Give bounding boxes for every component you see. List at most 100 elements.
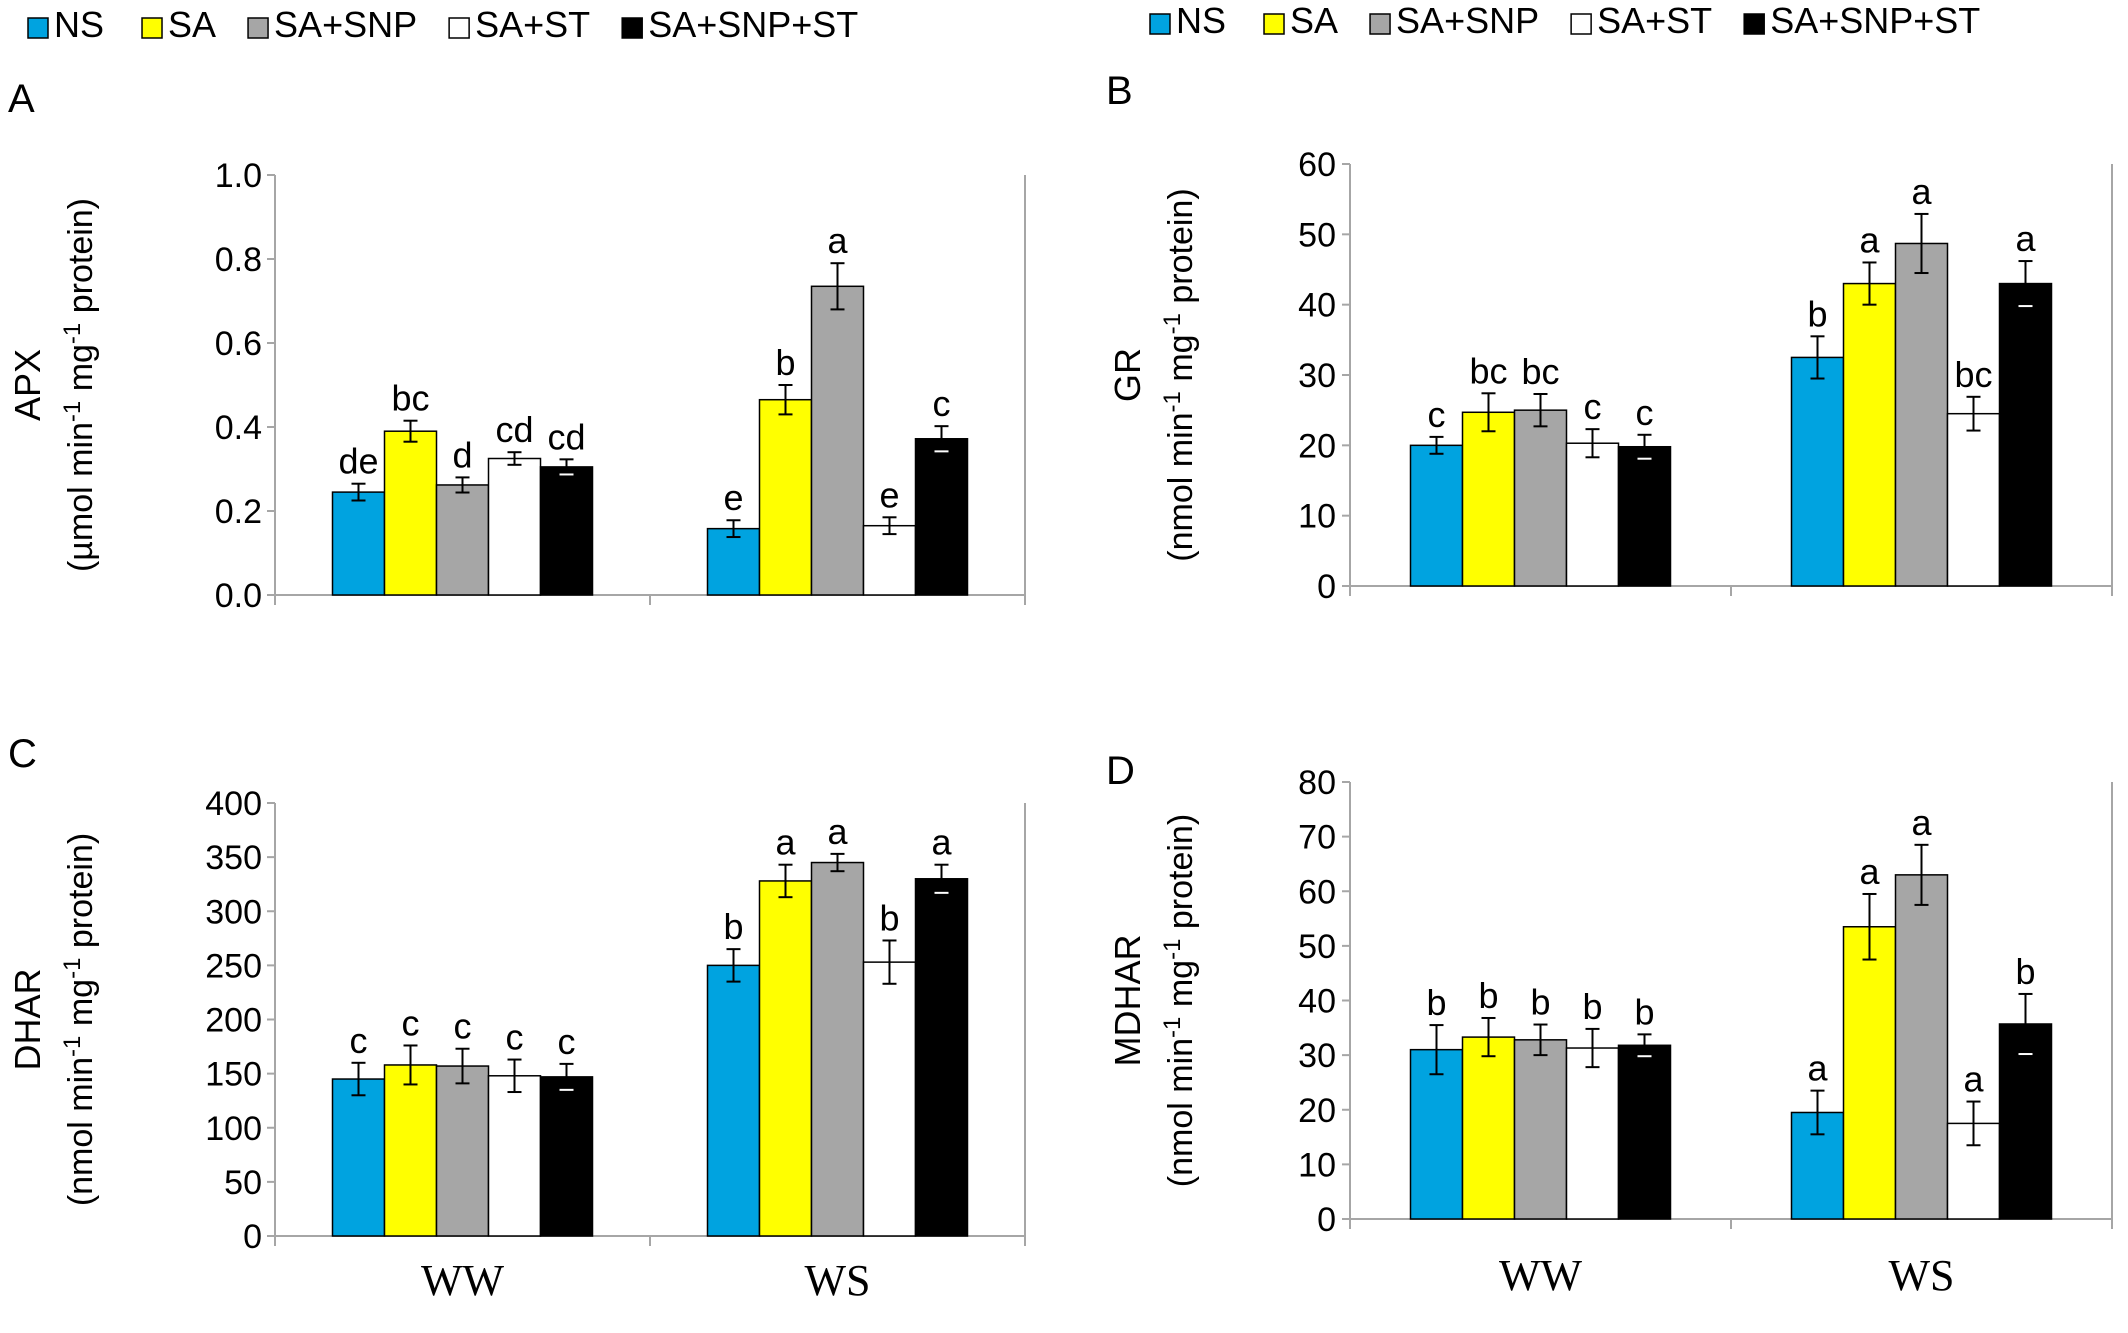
bar-sa-ww <box>1461 411 1516 587</box>
bar-sa-snp-st-ww <box>539 1076 594 1237</box>
error-bar-ns-ww <box>351 1061 366 1097</box>
error-bar-sa-ww <box>403 419 418 443</box>
significance-letter: a <box>1963 1059 1984 1100</box>
y-tick-label: 400 <box>205 785 262 823</box>
bar-sa-snp-ww <box>1513 409 1568 587</box>
error-bar-sa-snp-ww <box>455 1047 470 1085</box>
panel-letter: A <box>8 77 35 121</box>
significance-letter: bc <box>1469 350 1507 391</box>
significance-letter: d <box>452 434 472 475</box>
y-tick-label: 60 <box>1298 873 1336 911</box>
y-tick-label: 70 <box>1298 819 1336 857</box>
y-tick-label: 100 <box>205 1110 262 1148</box>
significance-letter: a <box>1807 1048 1828 1089</box>
error-bar-sa-snp-ws <box>1914 843 1929 906</box>
y-tick-label: 20 <box>1298 427 1336 465</box>
y-tick-label: 1.0 <box>215 157 262 195</box>
error-bar-sa-snp-st-ww <box>559 458 574 476</box>
error-bar-sa-snp-st-ws <box>2018 992 2033 1056</box>
error-bar-sa-st-ww <box>1585 428 1600 459</box>
significance-letter: b <box>2015 951 2035 992</box>
error-bar-sa-ws <box>1862 261 1877 306</box>
y-axis-title: MDHAR <box>1107 935 1148 1067</box>
y-tick-label: 10 <box>1298 498 1336 536</box>
error-bar-sa-snp-st-ws <box>934 863 949 894</box>
significance-letter: bc <box>1954 354 1992 395</box>
legend-label-sa-st: SA+ST <box>475 4 590 45</box>
panel-letter: C <box>8 732 37 776</box>
legend-label-sa-snp-st: SA+SNP+ST <box>1770 0 1980 41</box>
bar-sa-snp-ws <box>1894 874 1949 1220</box>
legend-swatch-sa-snp <box>247 17 269 39</box>
legend-label-sa-st: SA+ST <box>1597 0 1712 41</box>
y-tick-label: 50 <box>1298 216 1336 254</box>
bar-sa-snp-ww <box>1513 1039 1568 1220</box>
bar-sa-snp-st-ww <box>1617 1044 1672 1220</box>
bar-sa-ww <box>1461 1036 1516 1220</box>
legend-swatch-sa-snp-st <box>621 17 643 39</box>
legend-item-sa: SA <box>141 4 216 45</box>
error-bar-sa-snp-ws <box>830 262 845 311</box>
panel-d: D 0 10 20 30 40 50 60 70 80 MDHAR (nmol min-1 mg-1 … <box>1106 749 2113 1300</box>
y-tick-label: 0 <box>243 1218 262 1256</box>
error-bar-ns-ws <box>1810 335 1825 380</box>
legend-item-sa-st: SA+ST <box>448 4 590 45</box>
legend-swatch-sa-snp-st <box>1743 13 1765 35</box>
significance-letter: a <box>1911 802 1932 843</box>
bar-sa-st-ws <box>862 524 917 596</box>
error-bar-sa-st-ww <box>507 451 522 466</box>
y-tick-label: 0.0 <box>215 577 262 615</box>
y-tick-label: 80 <box>1298 764 1336 802</box>
error-bar-sa-ww <box>1481 392 1496 433</box>
error-bar-sa-ww <box>1481 1016 1496 1058</box>
panel-c: C 0 50 100 150 200 250 300 350 400 DHAR (nmol min-1… <box>7 732 1026 1305</box>
y-tick-label: 20 <box>1298 1092 1336 1130</box>
significance-letter: c <box>506 1017 524 1058</box>
panel-letter: B <box>1106 69 1133 113</box>
y-tick-label: 0 <box>1317 568 1336 606</box>
error-bar-ns-ww <box>1429 435 1444 455</box>
bar-sa-ws <box>758 880 813 1237</box>
x-category-label-ww: WW <box>1499 1251 1583 1300</box>
significance-letter: bc <box>1521 351 1559 392</box>
y-axis-title: APX <box>7 349 48 421</box>
significance-letter: cd <box>495 409 533 450</box>
significance-letter: cd <box>547 416 585 457</box>
significance-letter: b <box>723 906 743 947</box>
panel-a: A 0.0 0.2 0.4 0.6 0.8 1.0 APX (µmol min-1 mg-1 p… <box>7 77 1026 615</box>
group-ws: ba aba <box>706 811 969 1237</box>
y-tick-label: 50 <box>1298 928 1336 966</box>
y-axis-title: DHAR <box>7 968 48 1070</box>
significance-letter: a <box>1911 171 1932 212</box>
significance-letter: c <box>402 1002 420 1043</box>
legend-2: NS SA SA+SNP SA+ST SA+SNP+ST <box>1149 0 1980 41</box>
significance-letter: b <box>1478 975 1498 1016</box>
error-bar-sa-st-ws <box>882 516 897 536</box>
y-tick-label: 0.2 <box>215 493 262 531</box>
error-bar-ns-ws <box>726 519 741 539</box>
legend-swatch-ns <box>27 17 49 39</box>
legend-label-sa: SA <box>1290 0 1338 41</box>
significance-letter: a <box>1859 219 1880 260</box>
significance-letter: e <box>723 477 743 518</box>
panel-b: B 0 10 20 30 40 50 60 GR (nmol min-1 mg-1 protein… <box>1106 69 2113 606</box>
significance-letter: b <box>775 342 795 383</box>
x-category-label-ww: WW <box>421 1256 505 1305</box>
legend-item-sa-st: SA+ST <box>1570 0 1712 41</box>
legend-swatch-sa <box>1263 13 1285 35</box>
significance-letter: a <box>827 220 848 261</box>
bar-sa-ww <box>383 1064 438 1237</box>
significance-letter: b <box>1426 982 1446 1023</box>
significance-letter: a <box>931 822 952 863</box>
y-tick-label: 30 <box>1298 1037 1336 1075</box>
error-bar-sa-ww <box>403 1044 418 1086</box>
y-axis-title: GR <box>1107 348 1148 402</box>
y-axis-unit: (nmol min-1 mg-1 protein) <box>59 833 100 1206</box>
bar-sa-snp-st-ws <box>1998 282 2053 587</box>
x-category-label-ws: WS <box>1889 1251 1955 1300</box>
bar-sa-ws <box>1842 282 1897 587</box>
legend-label-sa-snp: SA+SNP <box>1396 0 1539 41</box>
